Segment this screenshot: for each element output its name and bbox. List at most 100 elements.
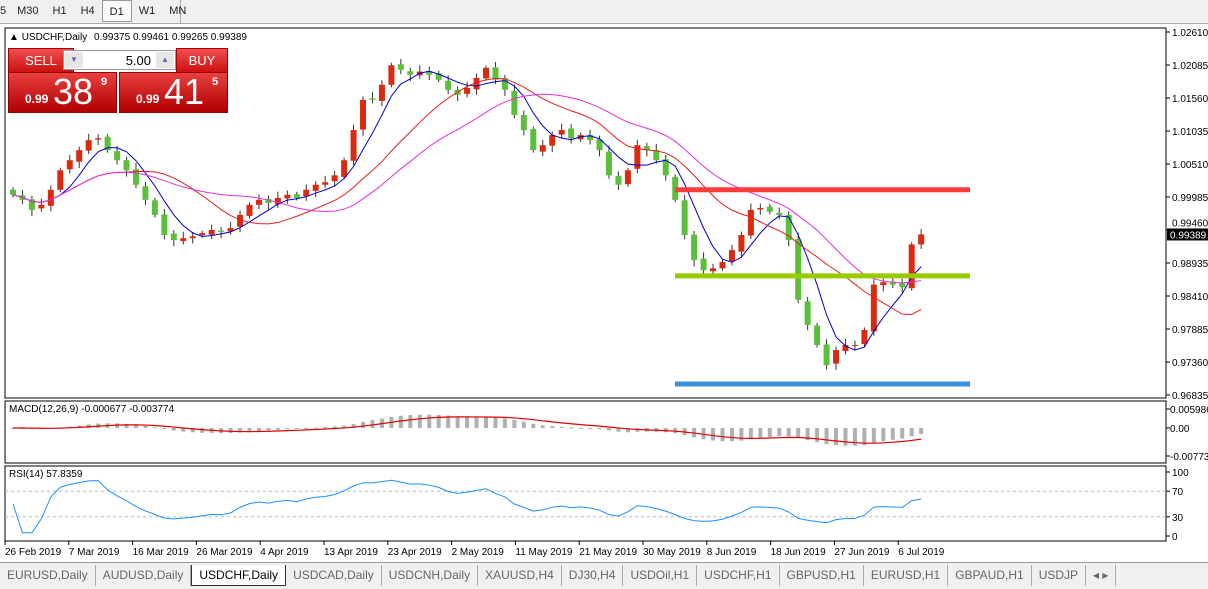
chart-tab[interactable]: AUDUSD,Daily [96,565,192,586]
date-axis-label: 2 May 2019 [452,547,505,558]
chart-tab[interactable]: USDCAD,Daily [286,565,382,586]
candle-body [360,99,367,130]
price-axis-label: 0.97885 [1172,325,1208,336]
price-axis-label: 1.01035 [1172,127,1208,138]
timeframe-h4[interactable]: H4 [80,5,95,17]
candle-body [738,235,745,252]
candle-body [331,175,338,182]
candle-body [823,344,830,366]
macd-histogram-bar [843,428,848,446]
sell-price[interactable]: 0.99 38 9 [8,71,117,113]
macd-histogram-bar [871,428,876,444]
chart-tab[interactable]: EURUSD,Daily [0,565,96,586]
macd-histogram-bar [597,428,602,430]
candle-body [170,233,177,241]
candle-body [728,250,735,262]
timeframe-h1[interactable]: H1 [52,5,67,17]
chart-tab[interactable]: GBPUSD,H1 [780,565,864,586]
chart-tab[interactable]: EURUSD,H1 [864,565,949,586]
lot-decrease-icon[interactable]: ▼ [65,52,83,68]
lot-size-input[interactable]: ▼ 5.00 ▲ [63,50,176,70]
candle-body [814,325,821,346]
date-axis-label: 6 Jul 2019 [898,547,945,558]
candle-body [634,145,641,169]
macd-histogram-bar [578,427,583,429]
macd-histogram-bar [370,420,375,428]
candle-body [568,128,575,139]
macd-histogram-bar [256,428,261,432]
chart-tab[interactable]: USDOil,H1 [623,565,698,586]
candle-body [322,182,329,185]
price-axis-label: 0.97360 [1172,358,1208,369]
macd-histogram-bar [729,428,734,442]
collapse-triangle-icon[interactable]: ▲ [9,32,19,43]
candle-body [889,281,896,285]
macd-histogram-bar [77,425,82,428]
chart-tab[interactable]: XAUUSD,H4 [478,565,562,586]
macd-histogram-bar [162,428,167,430]
candle-body [918,234,925,245]
candle-body [397,64,404,70]
current-price-label: 0.99389 [1170,230,1207,241]
macd-histogram-bar [351,423,356,428]
macd-histogram-bar [502,418,507,428]
candle-body [95,138,102,140]
macd-histogram-bar [124,423,129,428]
chart-tab[interactable]: USDCNH,Daily [382,565,479,586]
chart-tab[interactable]: USDCHF,H1 [697,565,780,586]
macd-histogram-bar [559,426,564,428]
candle-body [208,230,215,235]
macd-histogram-bar [323,427,328,429]
macd-histogram-bar [200,428,205,433]
macd-histogram-bar [133,424,138,428]
candle-body [293,194,300,198]
candle-body [426,71,433,75]
timeframe-toolbar: 5 M30 H1 H4 D1 W1 MN [0,0,1208,24]
macd-histogram-bar [275,428,280,430]
timeframe-m30[interactable]: M30 [17,5,39,17]
macd-histogram-bar [540,425,545,428]
buy-price[interactable]: 0.99 41 5 [119,71,228,113]
date-axis-label: 7 Mar 2019 [69,547,120,558]
candle-body [747,209,754,236]
candle-body [662,159,669,176]
price-axis-label: 0.99985 [1172,193,1208,204]
timeframe-d1[interactable]: D1 [101,0,132,22]
chart-area[interactable]: 1.026101.020851.015601.010351.005100.999… [0,0,1208,562]
ma-slow-line [12,93,922,284]
candle-body [142,186,149,200]
date-axis-label: 23 Apr 2019 [388,547,442,558]
price-axis-label: 1.01560 [1172,94,1208,105]
candle-body [615,175,622,185]
timeframe-mn[interactable]: MN [169,5,187,17]
candle-body [473,77,480,90]
candle-body [785,214,792,241]
macd-histogram-bar [767,428,772,437]
price-axis-label: 1.00510 [1172,160,1208,171]
ma-fast-line [12,70,922,351]
macd-histogram-bar [294,428,299,429]
price-axis-label: 0.99460 [1172,218,1208,229]
candle-body [132,169,139,185]
buy-button[interactable]: BUY [176,48,228,73]
macd-histogram-bar [569,427,574,429]
chart-tab[interactable]: DJ30,H4 [562,565,624,586]
date-axis-label: 16 Mar 2019 [133,547,190,558]
lot-increase-icon[interactable]: ▲ [156,52,174,68]
rsi-axis-label: 0 [1172,532,1178,543]
date-axis-label: 13 Apr 2019 [324,547,378,558]
macd-histogram-bar [455,416,460,428]
candle-body [274,197,281,205]
candle-body [255,199,262,205]
timeframe-w1[interactable]: W1 [138,5,156,17]
chart-tab[interactable]: GBPAUD,H1 [948,565,1032,586]
candle-body [199,233,206,236]
chart-tab[interactable]: USDCHF,Daily [191,565,287,586]
sell-price-prefix: 0.99 [25,92,49,106]
timeframe-5[interactable]: 5 [0,5,7,17]
macd-histogram-bar [484,417,488,428]
chart-tab[interactable]: USDJP [1032,565,1087,586]
tab-scroll-arrows-icon[interactable]: ◂ ▸ [1086,565,1117,586]
buy-price-main: 41 [164,71,205,112]
candle-body [85,140,92,151]
